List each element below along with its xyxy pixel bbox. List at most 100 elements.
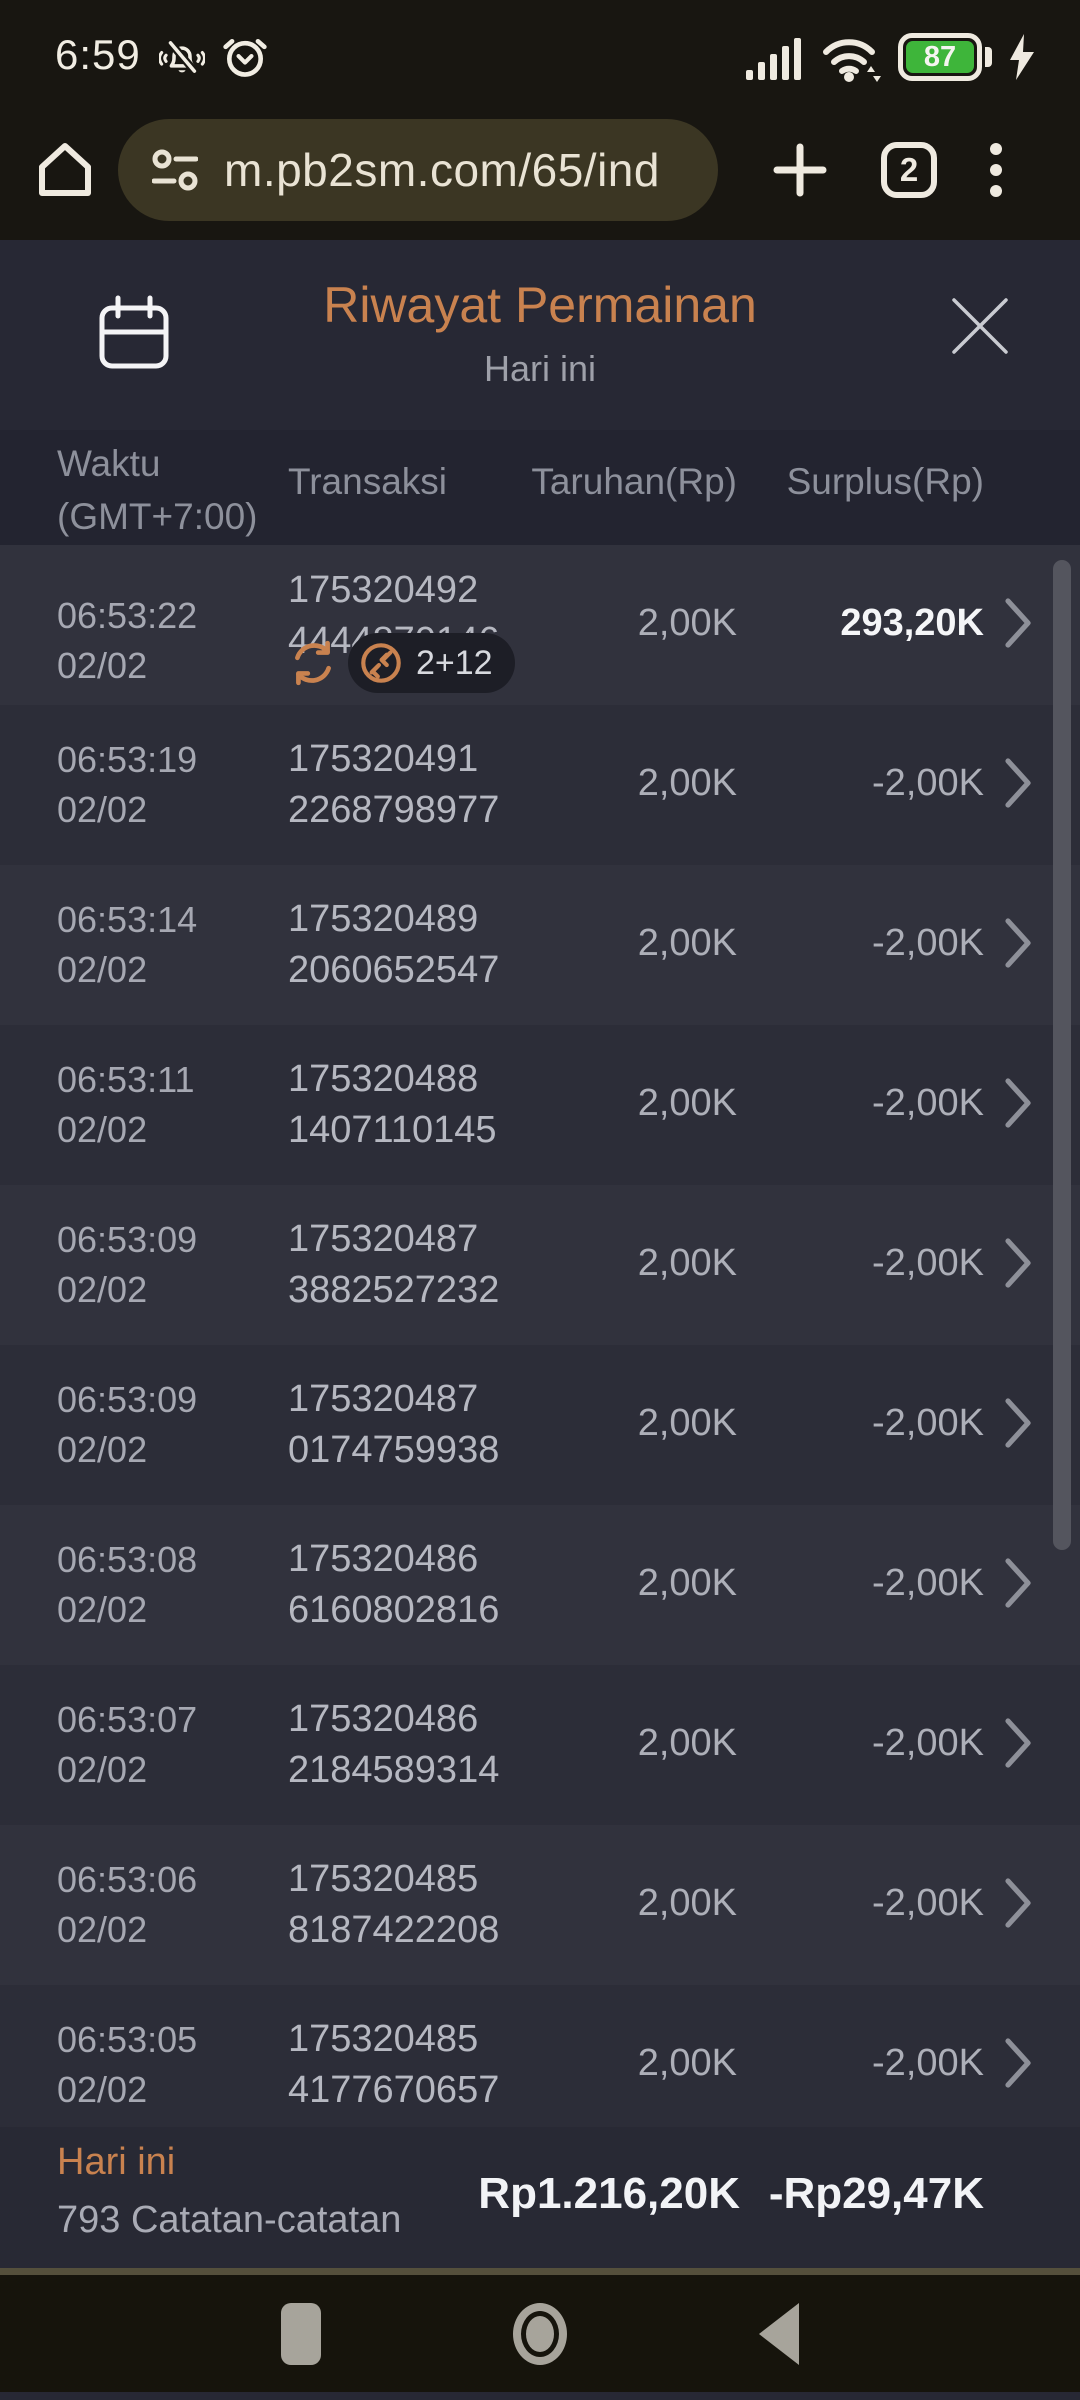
page-title: Riwayat Permainan <box>323 277 757 333</box>
row-transaction: 175320485 8187422208 <box>288 1858 500 1951</box>
row-time: 06:53:22 02/02 <box>57 595 198 686</box>
table-row[interactable]: 06:53:08 02/02 175320486 6160802816 2,00K … <box>0 1505 1080 1665</box>
row-time: 06:53:08 02/02 <box>57 1539 198 1630</box>
row-time: 06:53:19 02/02 <box>57 739 198 830</box>
summary-bar: Hari ini 793 Catatan-catatan Rp1.216,20K… <box>0 2127 1080 2268</box>
row-surplus: -2,00K <box>872 1402 984 1444</box>
row-bet: 2,00K <box>637 1562 737 1604</box>
row-bet: 2,00K <box>637 602 737 644</box>
chevron-right-icon <box>1005 1078 1031 1128</box>
home-nav-icon[interactable] <box>513 2302 567 2365</box>
row-bet: 2,00K <box>637 762 737 804</box>
site-settings-icon[interactable] <box>152 147 198 193</box>
row-surplus: -2,00K <box>872 922 984 964</box>
free-spin-badge: 2+12 <box>348 633 515 693</box>
battery-level-text: 87 <box>906 41 974 73</box>
chevron-right-icon <box>1005 1878 1031 1928</box>
chevron-right-icon <box>1005 598 1031 648</box>
mute-icon <box>158 39 205 75</box>
browser-menu-icon[interactable] <box>989 143 1002 197</box>
recents-icon[interactable] <box>281 2302 321 2365</box>
close-icon[interactable] <box>946 292 1014 360</box>
row-surplus: 293,20K <box>840 602 984 644</box>
column-bet: Taruhan(Rp) <box>531 461 737 502</box>
page-subtitle: Hari ini <box>483 348 597 389</box>
charging-bolt-icon <box>1010 34 1034 80</box>
row-time: 06:53:09 02/02 <box>57 1379 198 1470</box>
bonus-indicators: 2+12 <box>288 633 515 693</box>
row-time: 06:53:14 02/02 <box>57 899 198 990</box>
row-bet: 2,00K <box>637 1722 737 1764</box>
row-time: 06:53:11 02/02 <box>57 1059 195 1150</box>
row-surplus: -2,00K <box>872 1082 984 1124</box>
row-transaction: 175320485 4177670657 <box>288 2018 500 2111</box>
column-time: Waktu (GMT+7:00) <box>57 443 258 537</box>
respin-icon <box>295 640 331 686</box>
battery-icon: 87 <box>898 33 992 81</box>
table-row[interactable]: 06:53:11 02/02 175320488 1407110145 2,00K … <box>0 1025 1080 1185</box>
row-bet: 2,00K <box>637 1882 737 1924</box>
table-row[interactable]: 06:53:07 02/02 175320486 2184589314 2,00K … <box>0 1665 1080 1825</box>
clock-text: 6:59 <box>55 31 141 78</box>
row-surplus: -2,00K <box>872 762 984 804</box>
new-tab-icon[interactable] <box>771 141 829 199</box>
page-header: Riwayat Permainan Hari ini <box>0 240 1080 430</box>
row-surplus: -2,00K <box>872 1722 984 1764</box>
row-transaction: 175320486 6160802816 <box>288 1538 500 1631</box>
row-bet: 2,00K <box>637 922 737 964</box>
row-surplus: -2,00K <box>872 1562 984 1604</box>
row-bet: 2,00K <box>637 1242 737 1284</box>
row-surplus: -2,00K <box>872 1242 984 1284</box>
tab-count-text: 2 <box>899 151 919 188</box>
column-surplus: Surplus(Rp) <box>786 461 984 502</box>
row-bet: 2,00K <box>637 1402 737 1444</box>
scrollbar-thumb[interactable] <box>1053 560 1071 1550</box>
free-spin-icon <box>361 643 401 683</box>
table-row[interactable]: 06:53:06 02/02 175320485 8187422208 2,00K … <box>0 1825 1080 1985</box>
row-time: 06:53:05 02/02 <box>57 2019 198 2110</box>
table-row[interactable]: 06:53:09 02/02 175320487 0174759938 2,00K … <box>0 1345 1080 1505</box>
table-row[interactable]: 06:53:05 02/02 175320485 4177670657 2,00K … <box>0 1985 1080 2127</box>
divider <box>0 2268 1080 2275</box>
free-spin-count: 2+12 <box>416 643 493 682</box>
row-transaction: 175320487 0174759938 <box>288 1378 500 1471</box>
row-transaction: 175320487 3882527232 <box>288 1218 500 1311</box>
chevron-right-icon <box>1005 1398 1031 1448</box>
calendar-icon[interactable] <box>92 290 176 374</box>
status-bar: 6:59 <box>0 0 1080 110</box>
row-transaction: 175320489 2060652547 <box>288 898 500 991</box>
row-time: 06:53:07 02/02 <box>57 1699 198 1790</box>
chevron-right-icon <box>1005 1558 1031 1608</box>
row-transaction: 175320486 2184589314 <box>288 1698 500 1791</box>
chevron-right-icon <box>1005 2038 1031 2088</box>
row-time: 06:53:06 02/02 <box>57 1859 198 1950</box>
summary-total-bet: Rp1.216,20K <box>478 2169 740 2218</box>
url-bar[interactable]: m.pb2sm.com/65/ind <box>118 119 718 221</box>
column-transaction: Transaksi <box>288 461 448 502</box>
url-text: m.pb2sm.com/65/ind <box>224 144 660 196</box>
wifi-icon <box>823 39 881 82</box>
row-surplus: -2,00K <box>872 2042 984 2084</box>
summary-record-count: 793 Catatan-catatan <box>57 2199 402 2241</box>
table-row[interactable]: 06:53:14 02/02 175320489 2060652547 2,00K … <box>0 865 1080 1025</box>
android-nav-bar <box>0 2275 1080 2392</box>
row-time: 06:53:09 02/02 <box>57 1219 198 1310</box>
chevron-right-icon <box>1005 918 1031 968</box>
tab-switcher-button[interactable]: 2 <box>881 142 937 198</box>
back-icon[interactable] <box>759 2302 799 2365</box>
chevron-right-icon <box>1005 1718 1031 1768</box>
row-surplus: -2,00K <box>872 1882 984 1924</box>
home-icon[interactable] <box>34 139 96 201</box>
signal-icon <box>746 38 801 80</box>
chevron-right-icon <box>1005 758 1031 808</box>
row-bet: 2,00K <box>637 1082 737 1124</box>
summary-period: Hari ini <box>57 2141 176 2183</box>
row-bet: 2,00K <box>637 2042 737 2084</box>
table-row[interactable]: 06:53:09 02/02 175320487 3882527232 2,00K … <box>0 1185 1080 1345</box>
browser-toolbar: m.pb2sm.com/65/ind 2 <box>0 110 1080 240</box>
row-transaction: 175320491 2268798977 <box>288 738 500 831</box>
row-transaction: 175320488 1407110145 <box>288 1058 497 1151</box>
table-row[interactable]: 06:53:19 02/02 175320491 2268798977 2,00K … <box>0 705 1080 865</box>
